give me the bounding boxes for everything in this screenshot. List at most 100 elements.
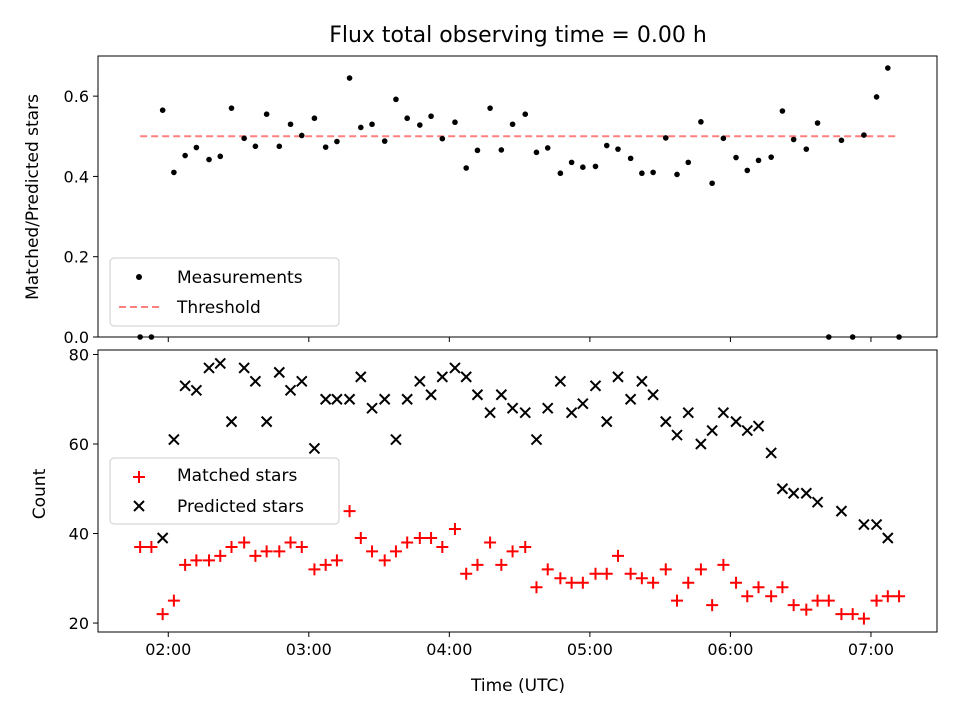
predicted-star-point	[284, 384, 297, 396]
matched-star-point	[530, 581, 543, 594]
legend-predicted-label: Predicted stars	[177, 497, 304, 517]
matched-star-point	[273, 545, 286, 558]
matched-star-point	[576, 576, 589, 589]
measurement-point	[509, 121, 516, 128]
predicted-star-point	[695, 438, 707, 450]
predicted-star-point	[378, 393, 391, 405]
predicted-star-point	[355, 371, 367, 383]
predicted-star-point	[787, 487, 800, 499]
measurement-point	[533, 149, 540, 156]
matched-star-point	[179, 558, 192, 571]
predicted-star-point	[706, 424, 718, 437]
matched-star-point	[413, 532, 426, 544]
matched-star-point	[776, 581, 789, 594]
predicted-star-point	[882, 532, 894, 544]
predicted-star-point	[601, 415, 613, 428]
predicted-star-point	[717, 406, 730, 419]
bottom-x-tick-label: 07:00	[848, 640, 894, 659]
matched-star-point	[857, 612, 870, 625]
matched-star-point	[260, 545, 273, 558]
legend-predicted-marker	[133, 500, 145, 512]
predicted-star-point	[589, 380, 602, 392]
predicted-star-point	[425, 389, 437, 401]
measurement-point	[744, 167, 751, 174]
matched-star-point	[682, 576, 695, 589]
matched-star-point	[401, 536, 414, 549]
predicted-star-point	[260, 415, 273, 428]
predicted-star-point	[506, 402, 519, 414]
measurement-point	[404, 115, 410, 122]
matched-star-point	[295, 540, 308, 553]
bottom-subplot: 02:00 03:00 04:00 05:00 06:00 07:00 20 40 60 80	[69, 345, 938, 659]
predicted-star-point	[612, 371, 624, 383]
measurement-point	[733, 154, 739, 161]
measurement-point	[298, 132, 305, 139]
matched-star-point	[378, 554, 391, 567]
measurement-point	[873, 94, 880, 100]
predicted-star-point	[800, 487, 813, 499]
predicted-star-point	[331, 393, 343, 405]
predicted-star-point	[835, 505, 848, 517]
measurement-point	[838, 137, 845, 144]
legend-top-frame	[109, 257, 340, 327]
matched-star-point	[635, 572, 648, 585]
bottom-y-axis-label: Count	[30, 468, 50, 519]
measurement-point	[487, 105, 493, 111]
predicted-star-point	[156, 532, 169, 544]
matched-star-point	[460, 567, 473, 580]
matched-star-point	[811, 594, 824, 607]
bottom-y-tick-label: 80	[69, 345, 89, 364]
x-axis-label: Time (UTC)	[470, 676, 565, 696]
matched-star-point	[647, 576, 660, 589]
measurement-point	[358, 124, 364, 131]
matched-star-point	[471, 558, 484, 571]
legend-matched-marker	[133, 471, 145, 483]
predicted-star-point	[308, 442, 321, 455]
matched-star-point	[366, 545, 379, 558]
matched-star-point	[225, 540, 238, 553]
legend-bottom: Matched stars Predicted stars	[109, 457, 340, 525]
predicted-star-point	[273, 366, 285, 379]
matched-star-point	[190, 554, 203, 567]
measurement-point	[779, 108, 786, 114]
matched-star-point	[436, 540, 449, 553]
matched-star-point	[389, 545, 402, 558]
matched-star-point	[846, 608, 859, 621]
matched-star-point	[167, 594, 180, 607]
top-y-axis-label: Matched/Predicted stars	[23, 94, 43, 300]
predicted-star-point	[214, 357, 226, 370]
matched-star-point	[870, 594, 883, 607]
measurement-point	[814, 120, 821, 126]
measurement-point	[463, 165, 470, 171]
predicted-star-point	[624, 393, 637, 405]
predicted-star-point	[565, 406, 578, 419]
matched-star-point	[881, 590, 894, 603]
measurement-point	[685, 159, 692, 166]
measurement-point	[639, 170, 645, 177]
measurement-point	[217, 153, 224, 160]
measurement-point	[790, 136, 797, 143]
predicted-star-point	[296, 375, 308, 388]
measurement-point	[568, 159, 575, 166]
predicted-star-point	[343, 393, 356, 405]
measurement-point	[474, 147, 481, 154]
matched-star-point	[238, 536, 251, 549]
predicted-star-point	[414, 375, 426, 388]
legend-bottom-frame	[109, 457, 340, 525]
predicted-star-point	[203, 362, 215, 374]
matched-star-point	[249, 549, 262, 562]
bottom-y-tick-label: 20	[69, 614, 89, 633]
measurement-point	[698, 119, 704, 125]
matched-star-point	[787, 599, 800, 612]
matched-star-point	[624, 567, 637, 580]
measurement-point	[241, 135, 247, 142]
predicted-star-point	[542, 402, 554, 414]
measurement-point	[171, 169, 177, 176]
measurement-point	[369, 121, 375, 128]
top-y-tick-label: 0.6	[64, 87, 89, 106]
matched-star-point	[319, 558, 332, 571]
matched-star-point	[589, 567, 602, 580]
predicted-star-point	[811, 496, 824, 508]
predicted-star-point	[671, 429, 683, 441]
